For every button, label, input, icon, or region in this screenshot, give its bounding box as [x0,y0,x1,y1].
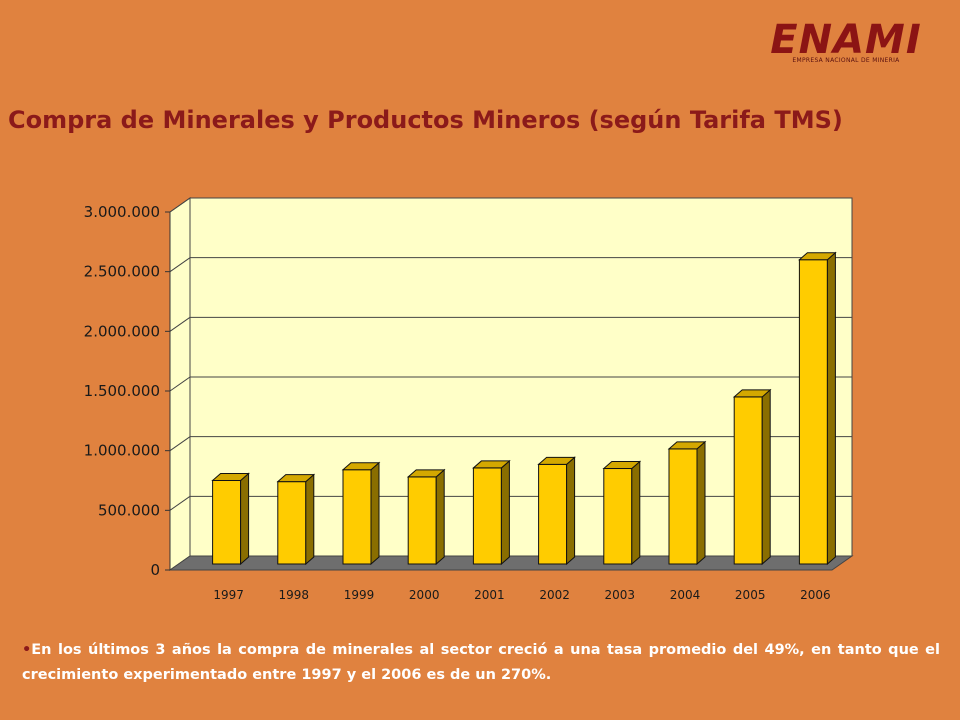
bar-front [798,259,828,565]
bar-side [305,473,315,566]
x-tick-label: 2001 [474,588,505,602]
x-tick-label: 2002 [539,588,570,602]
summary-note: •En los últimos 3 años la compra de mine… [22,638,940,688]
bar-front [538,463,568,565]
summary-text: En los últimos 3 años la compra de miner… [22,642,940,683]
bar-side [435,468,445,566]
bar-front [733,396,763,565]
x-tick-label: 2006 [800,588,831,602]
x-tick-label: 1998 [279,588,310,602]
y-tick-label: 3.000.000 [84,203,160,221]
page-title: Compra de Minerales y Productos Mineros … [8,106,843,134]
bar-side [566,456,576,566]
x-tick-label: 2003 [605,588,636,602]
logo-wordmark: ENAMI [770,17,922,63]
y-tick-label: 2.000.000 [84,322,160,340]
bar-front [212,479,242,565]
bar-side [696,440,706,566]
bar-side [240,472,250,566]
y-tick-label: 0 [150,561,160,579]
gridline-side [169,495,191,511]
bar-top [667,441,707,450]
bar-top [798,252,837,261]
bar-front [603,468,633,565]
bar-top [537,456,576,465]
bullet-icon: • [22,642,32,658]
enami-logo: ENAMI EMPRESA NACIONAL DE MINERIA [756,20,936,68]
bar-top [211,472,250,481]
bar-front [472,467,502,565]
bar-side [761,388,771,566]
bar-top [732,389,772,398]
x-tick-label: 1999 [344,588,375,602]
bar-side [826,251,836,566]
y-tick-label: 1.000.000 [84,442,160,460]
bar-front [342,469,372,565]
bar-side [631,460,641,566]
x-tick-label: 2004 [670,588,701,602]
bar-front [277,481,307,565]
x-tick-label: 2005 [735,588,766,602]
bar-side [500,459,510,566]
bar-top [341,462,381,471]
gridline-side [169,436,191,452]
gridline-side [169,376,191,392]
x-tick-label: 2000 [409,588,440,602]
y-tick-label: 2.500.000 [84,263,160,281]
gridline-side [169,316,191,332]
bar-front [407,476,437,565]
bar-top [406,469,446,478]
y-tick-label: 1.500.000 [84,382,160,400]
gridline-side [169,257,191,273]
bar-top [602,461,642,470]
bar-top [472,460,511,469]
y-tick-label: 500.000 [98,501,160,519]
bar-side [370,461,380,566]
gridline-side [169,197,191,213]
logo-subtitle: EMPRESA NACIONAL DE MINERIA [792,57,900,64]
bar-front [668,448,698,565]
x-tick-label: 1997 [213,588,244,602]
bar-top [276,474,316,483]
